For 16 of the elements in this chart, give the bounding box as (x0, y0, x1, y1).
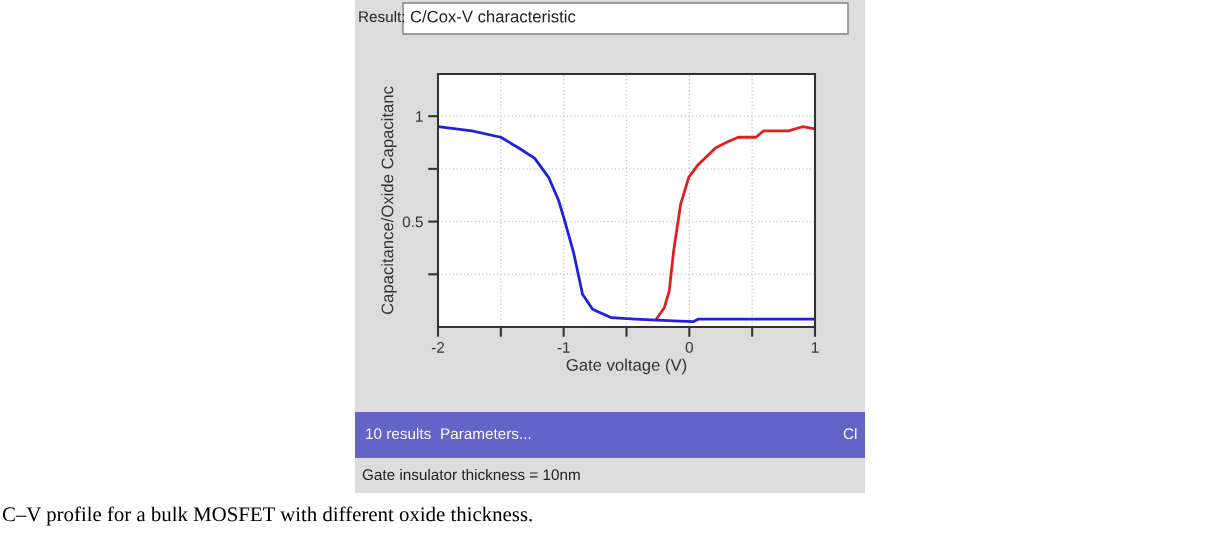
text: C–V profile for a bulk MOSFET with different oxide thickness. (2, 506, 532, 526)
text: Gate insulator thickness = 10nm (362, 468, 580, 481)
y-axis-title: Capacitance/Oxide Capacitanc (381, 86, 397, 315)
text: Cl (843, 427, 857, 440)
x-tick-label: 1 (811, 342, 819, 353)
text: Result: (359, 10, 405, 23)
y-tick-label: 0.5 (402, 216, 423, 228)
text: 10 results (366, 427, 431, 440)
x-tick-label: -1 (557, 342, 570, 353)
chart-title: C/Cox-V characteristic (410, 10, 576, 23)
line-series (438, 125, 815, 324)
x-axis-title: Gate voltage (V) (566, 358, 687, 375)
line-series (655, 125, 815, 320)
text: Parameters... (441, 428, 531, 440)
x-tick-label: -2 (431, 341, 445, 353)
x-tick-label: 0 (685, 341, 693, 353)
